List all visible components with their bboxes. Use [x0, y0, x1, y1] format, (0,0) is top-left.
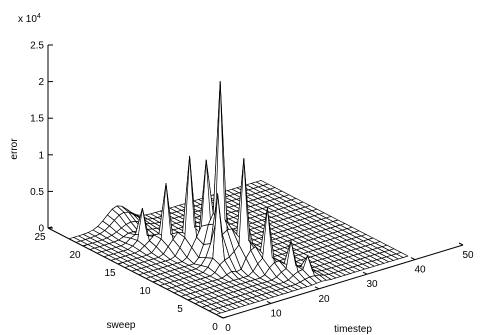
y-tick-mark	[82, 244, 88, 247]
y-tick-label: 25	[34, 232, 46, 243]
surface-mesh	[68, 81, 409, 315]
x-tick-mark	[266, 300, 272, 304]
y-tick-label: 0	[212, 322, 218, 333]
x-tick-label: 40	[414, 265, 426, 276]
y-tick-mark	[222, 316, 228, 319]
z-tick-label: 0.5	[30, 187, 44, 198]
z-tick-label: 0	[38, 224, 44, 235]
x-axis-label: timestep	[334, 324, 372, 335]
x-axis-ticks: 0 10 20 30 40 50	[218, 242, 474, 334]
y-tick-mark	[47, 226, 53, 229]
x-tick-label: 50	[462, 250, 474, 261]
y-axis-line	[47, 227, 224, 319]
y-tick-label: 10	[139, 286, 151, 297]
x-tick-mark	[410, 257, 416, 261]
y-axis-label: sweep	[107, 320, 136, 331]
y-tick-mark	[152, 280, 158, 283]
x-tick-label: 30	[366, 279, 378, 290]
z-axis-ticks: 0 0.5 1 1.5 2 2.5	[30, 41, 53, 235]
z-tick-label: 2	[38, 77, 44, 88]
y-axis-ticks: 0 5 10 15 20 25	[34, 226, 228, 333]
z-tick-label: 1	[38, 150, 44, 161]
x-tick-mark	[314, 286, 320, 290]
z-axis-exponent-label: x 104	[18, 13, 41, 25]
z-axis-label: error	[9, 138, 20, 160]
x-tick-mark	[218, 315, 224, 319]
x-tick-label: 0	[225, 323, 231, 334]
x-tick-label: 10	[270, 308, 282, 319]
x-tick-mark	[458, 242, 464, 246]
z-tick-label: 1.5	[30, 114, 44, 125]
x-tick-mark	[362, 271, 368, 275]
y-tick-label: 15	[104, 268, 116, 279]
x-tick-label: 20	[318, 294, 330, 305]
z-tick-label: 2.5	[30, 41, 44, 52]
surface-cell	[395, 252, 409, 258]
y-tick-mark	[117, 262, 123, 265]
y-tick-mark	[187, 298, 193, 301]
y-tick-label: 20	[69, 250, 81, 261]
x-axis-line	[222, 244, 464, 319]
y-tick-label: 5	[177, 304, 183, 315]
